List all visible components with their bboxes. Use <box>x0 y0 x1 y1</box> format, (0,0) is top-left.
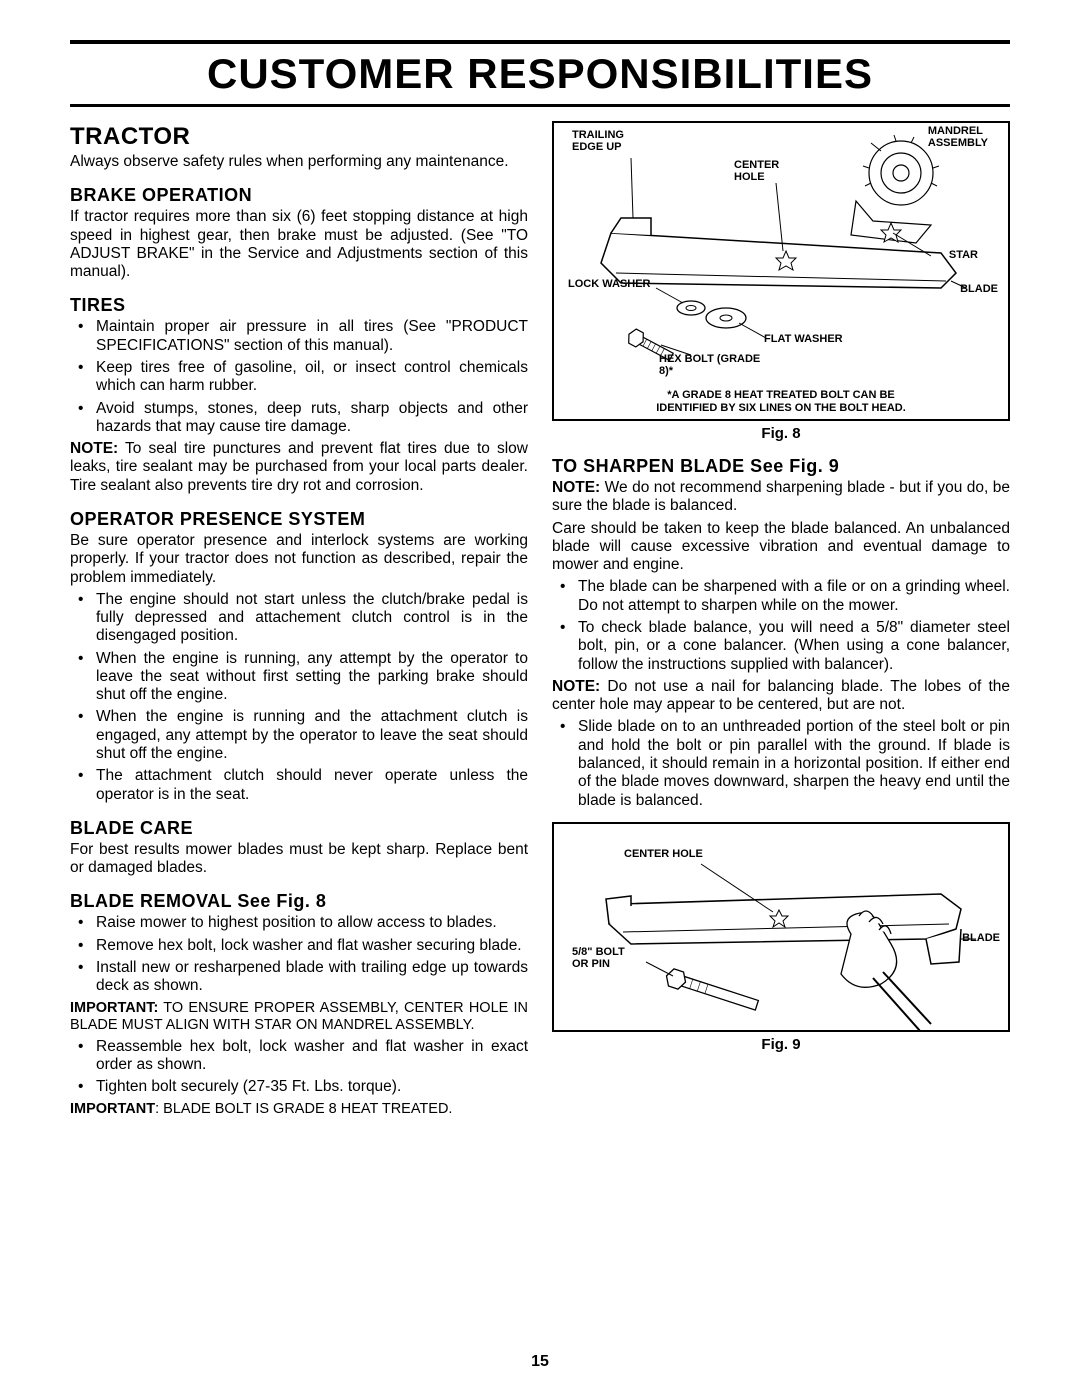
para-brake: If tractor requires more than six (6) fe… <box>70 208 528 281</box>
note-sharpen-1: NOTE: We do not recommend sharpening bla… <box>552 479 1010 516</box>
para-blade-care: For best results mower blades must be ke… <box>70 841 528 878</box>
heading-blade-care: BLADE CARE <box>70 818 528 839</box>
heading-tires: TIRES <box>70 295 528 316</box>
fig8-label-flat: FLAT WASHER <box>764 333 843 345</box>
fig9-label-blade: BLADE <box>962 932 1000 944</box>
note-tires: NOTE: To seal tire punctures and prevent… <box>70 440 528 495</box>
list-item: To check blade balance, you will need a … <box>552 619 1010 674</box>
figure-8: TRAILINGEDGE UP MANDRELASSEMBLY CENTERHO… <box>552 121 1010 421</box>
rule-bottom <box>70 104 1010 107</box>
list-item: The attachment clutch should never opera… <box>70 767 528 804</box>
page-number: 15 <box>0 1353 1080 1371</box>
list-item: Avoid stumps, stones, deep ruts, sharp o… <box>70 400 528 437</box>
heading-sharpen: TO SHARPEN BLADE See Fig. 9 <box>552 456 1010 477</box>
important-label: IMPORTANT <box>70 1101 155 1117</box>
list-item: Slide blade on to an unthreaded portion … <box>552 718 1010 809</box>
note-label: NOTE: <box>70 440 118 457</box>
rule-top <box>70 40 1010 44</box>
list-item: Keep tires free of gasoline, oil, or ins… <box>70 359 528 396</box>
list-item: When the engine is running, any attempt … <box>70 650 528 705</box>
list-tires: Maintain proper air pressure in all tire… <box>70 318 528 436</box>
list-item: Raise mower to highest position to allow… <box>70 914 528 932</box>
right-column: TRAILINGEDGE UP MANDRELASSEMBLY CENTERHO… <box>552 117 1010 1122</box>
fig9-caption: Fig. 9 <box>552 1036 1010 1053</box>
fig8-label-blade: BLADE <box>960 283 998 295</box>
heading-ops: OPERATOR PRESENCE SYSTEM <box>70 509 528 530</box>
para-tractor-intro: Always observe safety rules when perform… <box>70 153 528 171</box>
fig8-note: *A GRADE 8 HEAT TREATED BOLT CAN BEIDENT… <box>554 389 1008 415</box>
important-1: IMPORTANT: TO ENSURE PROPER ASSEMBLY, CE… <box>70 1000 528 1034</box>
left-column: TRACTOR Always observe safety rules when… <box>70 117 528 1122</box>
note-label: NOTE: <box>552 479 600 496</box>
content-columns: TRACTOR Always observe safety rules when… <box>70 117 1010 1122</box>
note-sharpen-2: NOTE: Do not use a nail for balancing bl… <box>552 678 1010 715</box>
fig8-caption: Fig. 8 <box>552 425 1010 442</box>
list-item: Tighten bolt securely (27-35 Ft. Lbs. to… <box>70 1078 528 1096</box>
fig9-svg <box>554 824 1008 1030</box>
list-item: Maintain proper air pressure in all tire… <box>70 318 528 355</box>
note-text: To seal tire punctures and prevent flat … <box>70 440 528 494</box>
list-item: Install new or resharpened blade with tr… <box>70 959 528 996</box>
page-title: CUSTOMER RESPONSIBILITIES <box>70 46 1010 104</box>
fig9-label-center: CENTER HOLE <box>624 848 703 860</box>
list-item: The engine should not start unless the c… <box>70 591 528 646</box>
list-sharpen-1: The blade can be sharpened with a file o… <box>552 578 1010 673</box>
list-sharpen-2: Slide blade on to an unthreaded portion … <box>552 718 1010 809</box>
para-sharpen: Care should be taken to keep the blade b… <box>552 520 1010 575</box>
important-2: IMPORTANT: BLADE BOLT IS GRADE 8 HEAT TR… <box>70 1101 528 1118</box>
figure-9: CENTER HOLE 5/8" BOLTOR PIN BLADE <box>552 822 1010 1032</box>
heading-blade-removal: BLADE REMOVAL See Fig. 8 <box>70 891 528 912</box>
list-item: The blade can be sharpened with a file o… <box>552 578 1010 615</box>
list-blade-removal-2: Reassemble hex bolt, lock washer and fla… <box>70 1038 528 1097</box>
heading-tractor: TRACTOR <box>70 123 528 151</box>
important-text: : BLADE BOLT IS GRADE 8 HEAT TREATED. <box>155 1101 452 1117</box>
important-label: IMPORTANT: <box>70 1000 158 1016</box>
note-label: NOTE: <box>552 678 600 695</box>
list-item: When the engine is running and the attac… <box>70 708 528 763</box>
fig8-label-mandrel: MANDRELASSEMBLY <box>928 125 988 149</box>
fig9-label-bolt: 5/8" BOLTOR PIN <box>572 946 625 970</box>
list-item: Remove hex bolt, lock washer and flat wa… <box>70 937 528 955</box>
list-item: Reassemble hex bolt, lock washer and fla… <box>70 1038 528 1075</box>
para-ops: Be sure operator presence and interlock … <box>70 532 528 587</box>
list-ops: The engine should not start unless the c… <box>70 591 528 804</box>
fig8-label-lock: LOCK WASHER <box>568 278 651 290</box>
fig8-label-trailing: TRAILINGEDGE UP <box>572 129 624 153</box>
fig8-label-center: CENTERHOLE <box>734 159 779 183</box>
fig8-svg <box>554 123 1008 419</box>
note-text: We do not recommend sharpening blade - b… <box>552 479 1010 514</box>
heading-brake: BRAKE OPERATION <box>70 185 528 206</box>
note-text: Do not use a nail for balancing blade. T… <box>552 678 1010 713</box>
fig8-label-hex: HEX BOLT (GRADE8)* <box>659 353 760 377</box>
list-blade-removal-1: Raise mower to highest position to allow… <box>70 914 528 995</box>
fig8-label-star: STAR <box>949 249 978 261</box>
